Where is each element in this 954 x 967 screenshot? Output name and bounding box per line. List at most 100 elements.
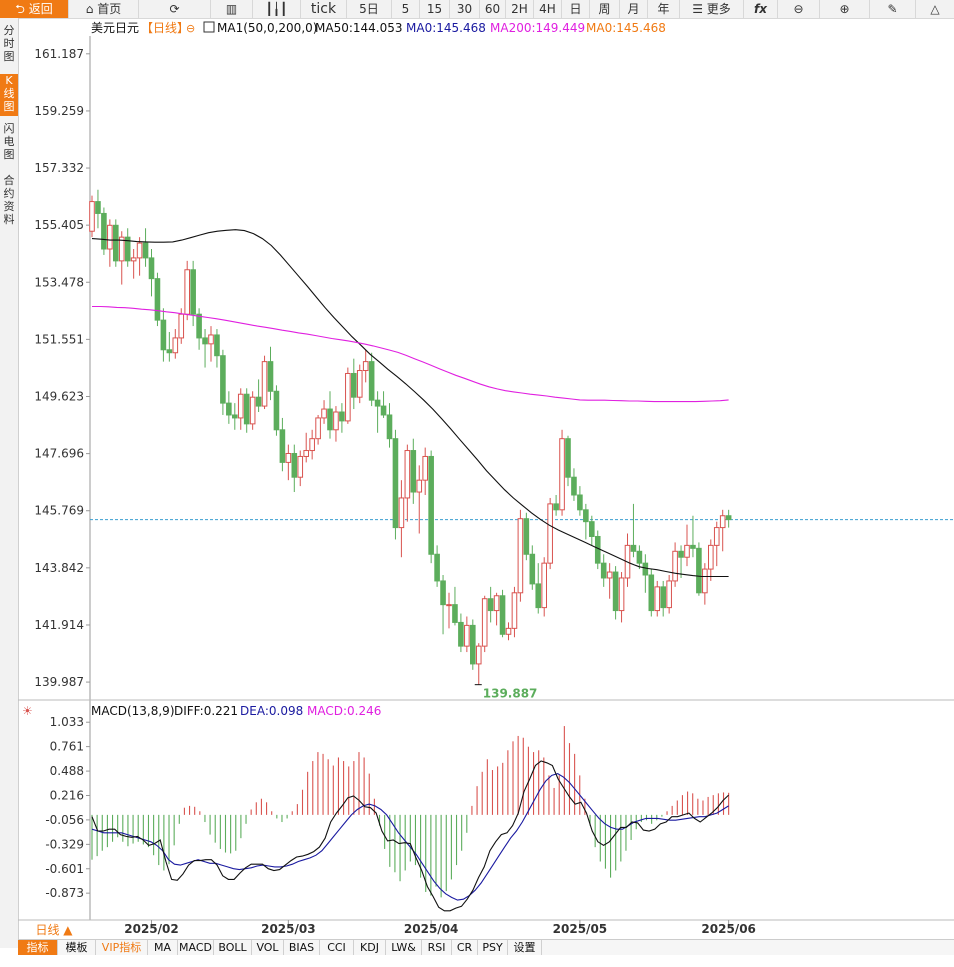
period-button-7[interactable]: 日 <box>562 0 590 18</box>
home-button[interactable]: ⌂ 首页 <box>69 0 139 18</box>
period-button-9[interactable]: 月 <box>620 0 648 18</box>
refresh-icon: ⟳ <box>169 2 180 16</box>
period-selector[interactable]: 日线 ▲ <box>35 923 73 937</box>
candle-body <box>684 544 690 558</box>
back-button[interactable]: ⮌ 返回 <box>0 0 69 18</box>
macd-y-tick-label: 1.033 <box>50 715 84 729</box>
draw-button[interactable]: ✎ <box>870 0 916 18</box>
y-tick-label: 149.623 <box>34 390 84 404</box>
macd-settings-icon[interactable]: ☀ <box>22 704 33 718</box>
low-price-label: 139.887 <box>483 687 538 701</box>
candle-body <box>446 604 452 607</box>
period-button-10[interactable]: 年 <box>648 0 680 18</box>
period-tag: 【日线】 <box>141 21 189 35</box>
candle-body <box>118 236 125 262</box>
period-button-1[interactable]: 5 <box>392 0 420 18</box>
indicator-tab-5[interactable]: BOLL <box>214 940 252 956</box>
chart-area[interactable]: 161.187 159.259 157.332 155.405 153.478 151.5… <box>18 18 954 939</box>
indicator-tab-3[interactable]: MA <box>148 940 178 956</box>
refresh-button[interactable]: ⟳ <box>139 0 211 18</box>
candle-body <box>142 242 149 259</box>
candle-body <box>636 550 643 564</box>
candle-body <box>160 319 167 351</box>
indicator-tab-11[interactable]: RSI <box>422 940 452 956</box>
candle-body <box>362 361 369 372</box>
back-arrow-icon: ⮌ <box>15 2 25 16</box>
candle-body <box>136 242 143 259</box>
candle-body <box>386 414 393 440</box>
bar-chart-button[interactable]: ▥ <box>211 0 253 18</box>
period-button-0[interactable]: 5日 <box>347 0 392 18</box>
x-tick-label: 2025/03 <box>261 922 315 936</box>
indicator-tab-12[interactable]: CR <box>452 940 478 956</box>
tab-kline[interactable]: K线图 <box>0 74 18 116</box>
candle-body <box>339 411 345 422</box>
period-button-4[interactable]: 60 <box>480 0 506 18</box>
candle-body <box>202 337 208 345</box>
candle-body <box>214 334 220 357</box>
settings-icon[interactable]: ⊖ <box>186 22 195 35</box>
indicator-tab-7[interactable]: BIAS <box>284 940 320 956</box>
indicator-tab-8[interactable]: CCI <box>320 940 354 956</box>
candle-body <box>267 361 274 392</box>
indicator-tab-14[interactable]: 设置 <box>508 940 542 956</box>
y-tick-label: 141.914 <box>34 618 84 632</box>
indicator-tab-13[interactable]: PSY <box>478 940 508 956</box>
scrollbar[interactable] <box>0 955 954 967</box>
period-button-2[interactable]: 15 <box>420 0 450 18</box>
candlestick-icon: ┃╽┃ <box>265 2 288 16</box>
period-button-6[interactable]: 4H <box>534 0 562 18</box>
tab-flash-chart[interactable]: 闪电图 <box>3 122 15 161</box>
candle-body <box>285 453 292 463</box>
indicator-tab-4[interactable]: MACD <box>178 940 214 956</box>
ma50-line <box>91 229 729 578</box>
indicator-tab-10[interactable]: LW& <box>386 940 422 956</box>
home-icon: ⌂ <box>85 2 94 16</box>
candle-body <box>345 372 351 422</box>
formula-button[interactable]: fx <box>744 0 778 18</box>
period-button-8[interactable]: 周 <box>590 0 620 18</box>
macd-value: MACD:0.246 <box>307 704 381 718</box>
candlestick-button[interactable]: ┃╽┃ <box>253 0 301 18</box>
y-tick-label: 161.187 <box>34 47 84 61</box>
candle-body <box>190 269 196 315</box>
more-button[interactable]: ☰ 更多 <box>680 0 744 18</box>
indicator-tab-6[interactable]: VOL <box>252 940 284 956</box>
y-tick-label: 143.842 <box>34 561 84 575</box>
diff-line <box>91 760 729 912</box>
tick-button[interactable]: tick <box>301 0 347 18</box>
zoom-out-button[interactable]: ⊖ <box>778 0 820 18</box>
candle-body <box>374 399 381 407</box>
indicator-tab-9[interactable]: KDJ <box>354 940 386 956</box>
y-tick-label: 159.259 <box>34 104 84 118</box>
period-button-5[interactable]: 2H <box>506 0 534 18</box>
zoom-out-icon: ⊖ <box>793 2 804 16</box>
candle-body <box>458 621 464 647</box>
candle-body <box>404 450 411 499</box>
candle-body <box>321 408 327 419</box>
period-button-3[interactable]: 30 <box>450 0 480 18</box>
tab-intraday[interactable]: 分时图 <box>3 24 15 63</box>
candle-body <box>696 547 702 594</box>
candle-body <box>392 438 399 529</box>
candle-body <box>261 361 268 407</box>
left-sidebar: 分时图 K线图 闪电图 合约资料 <box>0 18 19 948</box>
candle-body <box>297 455 304 478</box>
y-tick-label: 153.478 <box>34 275 84 289</box>
indicator-tab-0[interactable]: 指标 <box>18 940 58 956</box>
shape-button[interactable]: △ <box>916 0 954 18</box>
indicator-tab-2[interactable]: VIP指标 <box>96 940 148 956</box>
candle-body <box>672 550 678 582</box>
tab-contract-info[interactable]: 合约资料 <box>3 174 15 226</box>
candle-body <box>380 405 387 416</box>
candle-body <box>333 411 339 431</box>
candle-body <box>505 627 512 635</box>
ma50-value: MA50:144.053 <box>315 21 403 35</box>
candle-body <box>95 201 101 214</box>
indicator-tab-1[interactable]: 模板 <box>58 940 96 956</box>
pencil-icon: ✎ <box>887 2 898 16</box>
indicator-icon[interactable] <box>203 21 215 33</box>
candle-body <box>226 402 232 416</box>
zoom-in-button[interactable]: ⊕ <box>820 0 870 18</box>
symbol-title: 美元日元 <box>91 21 139 35</box>
